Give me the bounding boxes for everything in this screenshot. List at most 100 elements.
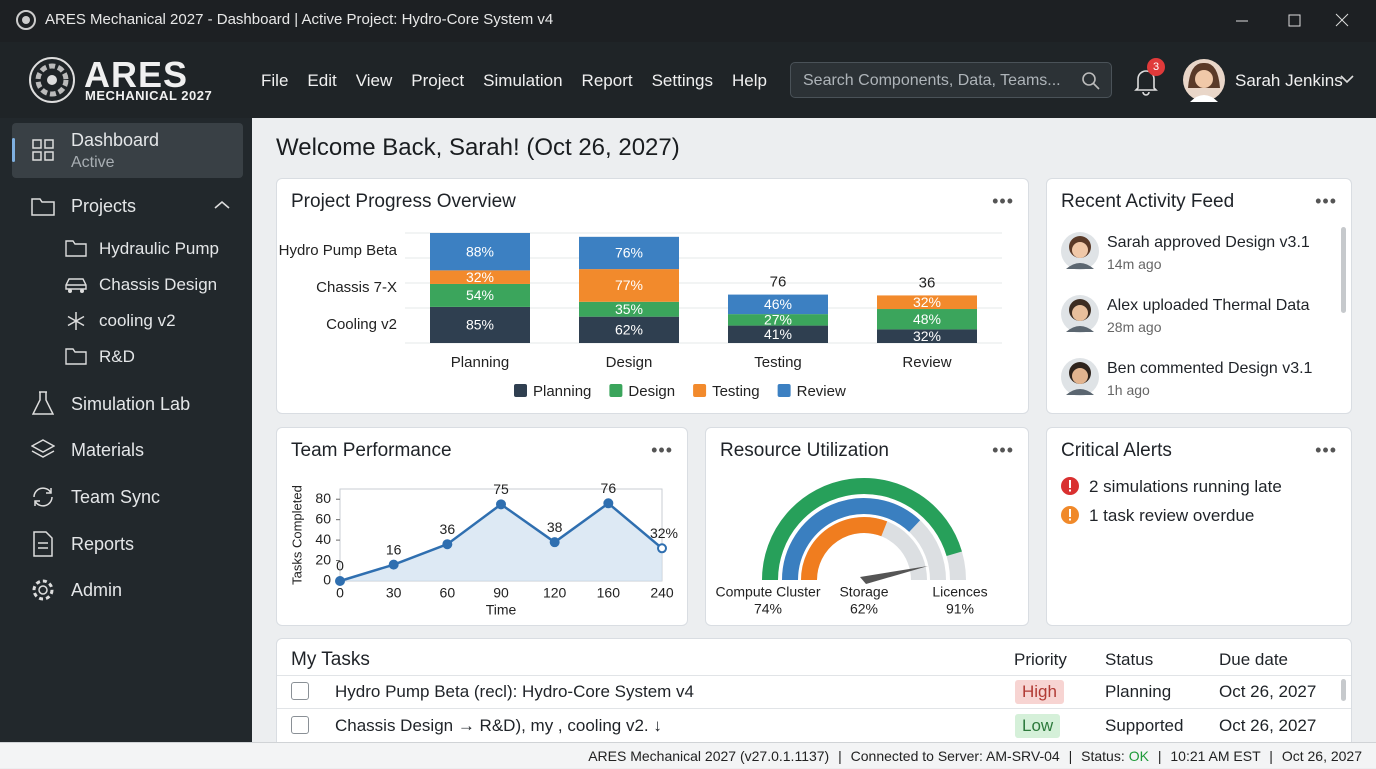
scrollbar[interactable] bbox=[1341, 679, 1346, 701]
menu-item[interactable]: View bbox=[355, 71, 393, 90]
user-name[interactable]: Sarah Jenkins bbox=[1235, 71, 1343, 90]
activity-time: 14m ago bbox=[1107, 256, 1162, 272]
activity-text[interactable]: Alex uploaded Thermal Data bbox=[1107, 297, 1310, 314]
sidebar: Dashboard Active Projects Hydraulic Pump… bbox=[0, 118, 252, 742]
card-menu[interactable]: ••• bbox=[992, 191, 1014, 211]
activity-text[interactable]: Sarah approved Design v3.1 bbox=[1107, 234, 1310, 251]
alert-icon-critical bbox=[1061, 477, 1079, 495]
tasks-card: My Tasks Priority Status Due date Hydro … bbox=[276, 638, 1352, 748]
card-title: Project Progress Overview bbox=[291, 191, 516, 212]
avatar-body bbox=[1066, 326, 1094, 332]
column-header[interactable]: Due date bbox=[1219, 650, 1288, 669]
divider bbox=[277, 675, 1351, 676]
menu-item[interactable]: Help bbox=[732, 71, 767, 90]
folder-icon bbox=[65, 240, 87, 257]
task-checkbox[interactable] bbox=[291, 682, 309, 700]
activity-avatar bbox=[1061, 232, 1099, 270]
nav-status: Active bbox=[71, 154, 115, 171]
title-bar: ARES Mechanical 2027 - Dashboard | Activ… bbox=[0, 0, 1376, 42]
folder-icon bbox=[65, 348, 87, 365]
report-icon bbox=[33, 531, 53, 557]
menu-item[interactable]: Edit bbox=[307, 71, 337, 90]
card-title: Recent Activity Feed bbox=[1061, 191, 1235, 212]
activity-time: 28m ago bbox=[1107, 319, 1162, 335]
search-icon[interactable] bbox=[1081, 71, 1101, 91]
active-indicator bbox=[12, 138, 15, 162]
alert-icon-warning bbox=[1061, 506, 1079, 524]
card-title: My Tasks bbox=[291, 649, 370, 670]
alert-text[interactable]: 1 task review overdue bbox=[1089, 506, 1255, 525]
status-label: Status: bbox=[1081, 748, 1125, 764]
separator: | bbox=[1068, 748, 1073, 764]
column-header[interactable]: Priority bbox=[1014, 650, 1067, 669]
nav-item[interactable]: Admin bbox=[71, 580, 123, 600]
task-checkbox[interactable] bbox=[291, 716, 309, 734]
status-server: Connected to Server: AM-SRV-04 bbox=[850, 748, 1060, 764]
search-placeholder: Search Components, Data, Teams... bbox=[803, 72, 1061, 89]
activity-time: 1h ago bbox=[1107, 382, 1150, 398]
avatar-body bbox=[1066, 263, 1094, 269]
nav-item[interactable]: Team Sync bbox=[71, 487, 161, 507]
user-avatar[interactable] bbox=[1182, 58, 1226, 102]
priority-badge: High bbox=[1015, 680, 1064, 704]
nav-item[interactable]: Projects bbox=[71, 196, 137, 216]
logo: ARES bbox=[84, 54, 189, 95]
progress-card: Project Progress Overview ••• bbox=[276, 178, 1029, 414]
menu-item[interactable]: Simulation bbox=[483, 71, 563, 90]
nav-item[interactable]: Dashboard bbox=[71, 130, 160, 150]
alerts-card: Critical Alerts ••• 2 simulations runnin… bbox=[1046, 427, 1352, 626]
menu-item[interactable]: Project bbox=[411, 71, 465, 90]
avatar-face bbox=[1072, 242, 1088, 258]
snowflake-icon bbox=[67, 312, 85, 330]
task-name[interactable]: Hydro Pump Beta (recl): Hydro-Core Syste… bbox=[335, 682, 694, 701]
user-chevron[interactable] bbox=[1340, 74, 1354, 84]
activity-avatar bbox=[1061, 295, 1099, 333]
separator: | bbox=[838, 748, 842, 764]
project-item[interactable]: cooling v2 bbox=[99, 311, 176, 330]
menu-item[interactable]: Report bbox=[581, 71, 633, 90]
card-menu[interactable]: ••• bbox=[992, 440, 1014, 460]
project-item[interactable]: R&D bbox=[99, 347, 135, 366]
task-due: Oct 26, 2027 bbox=[1219, 716, 1317, 735]
project-item[interactable]: Chassis Design bbox=[99, 275, 218, 294]
card-title: Team Performance bbox=[291, 440, 452, 461]
activity-text[interactable]: Ben commented Design v3.1 bbox=[1107, 360, 1313, 377]
nav-item[interactable]: Simulation Lab bbox=[71, 394, 191, 414]
card-menu[interactable]: ••• bbox=[1315, 191, 1337, 211]
divider bbox=[277, 708, 1351, 709]
gear-icon bbox=[32, 579, 54, 601]
active-item-bg[interactable] bbox=[12, 123, 243, 178]
car-icon bbox=[65, 278, 87, 293]
team-card: Team Performance ••• bbox=[276, 427, 688, 626]
task-name[interactable]: Chassis Design → R&D), my , cooling v2. … bbox=[335, 716, 662, 735]
status-bar: ARES Mechanical 2027 (v27.0.1.1137) | Co… bbox=[0, 742, 1376, 768]
column-header[interactable]: Status bbox=[1105, 650, 1154, 669]
resource-card: Resource Utilization ••• bbox=[705, 427, 1029, 626]
card-title: Resource Utilization bbox=[720, 440, 889, 461]
window-controls[interactable] bbox=[1230, 10, 1360, 32]
status-date: Oct 26, 2027 bbox=[1281, 748, 1362, 764]
welcome-heading: Welcome Back, Sarah! (Oct 26, 2027) bbox=[276, 134, 680, 161]
collapse-icon[interactable] bbox=[214, 200, 230, 210]
menu-item[interactable]: File bbox=[261, 71, 289, 90]
project-item[interactable]: Hydraulic Pump bbox=[99, 239, 219, 258]
search-box[interactable]: Search Components, Data, Teams... bbox=[790, 62, 1112, 98]
menu-bar: File Edit View Project Simulation Report Setti… bbox=[261, 71, 767, 91]
nav-item[interactable]: Materials bbox=[71, 440, 145, 460]
separator: | bbox=[1157, 748, 1162, 764]
card-title: Critical Alerts bbox=[1061, 440, 1172, 461]
avatar-face bbox=[1072, 368, 1088, 384]
menu-item[interactable]: Settings bbox=[651, 71, 714, 90]
task-status: Planning bbox=[1105, 682, 1172, 701]
card-menu[interactable]: ••• bbox=[651, 440, 673, 460]
scrollbar[interactable] bbox=[1341, 227, 1346, 313]
card-menu[interactable]: ••• bbox=[1315, 440, 1337, 460]
folder-icon bbox=[31, 198, 55, 216]
activity-avatar bbox=[1061, 358, 1099, 396]
status-value: OK bbox=[1128, 748, 1149, 764]
alert-text[interactable]: 2 simulations running late bbox=[1089, 477, 1282, 496]
app-icon bbox=[16, 10, 36, 30]
header: ARES MECHANICAL 2027 File Edit View Project… bbox=[0, 42, 1376, 118]
nav-item[interactable]: Reports bbox=[71, 534, 135, 554]
priority-badge: Low bbox=[1015, 714, 1061, 738]
